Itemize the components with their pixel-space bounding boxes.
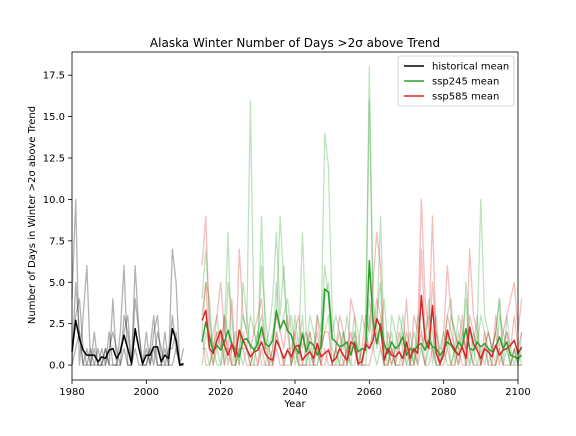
ensemble-member-lines (71, 66, 523, 366)
y-tick-label: 7.5 (49, 236, 65, 247)
member-line-ssp585 (201, 248, 523, 366)
y-tick-label: 15.0 (43, 112, 65, 123)
ssp585-mean-line (201, 294, 523, 365)
x-axis-label: Year (283, 399, 306, 410)
y-tick-label: 12.5 (43, 154, 65, 165)
ensemble-mean-lines (71, 259, 523, 366)
historical-mean-line (71, 319, 184, 366)
y-tick-label: 10.0 (43, 195, 65, 206)
member-line-ssp585 (201, 331, 522, 366)
member-line-ssp245 (201, 215, 523, 366)
legend-label: historical mean (432, 62, 509, 73)
y-tick-label: 0.0 (49, 361, 65, 372)
y-tick-label: 17.5 (43, 71, 65, 82)
chart-title: Alaska Winter Number of Days >2σ above T… (150, 36, 440, 50)
member-line-historical (71, 298, 184, 366)
x-tick-label: 2000 (134, 387, 159, 398)
member-line-historical (71, 314, 184, 366)
y-tick-label: 2.5 (49, 319, 65, 330)
member-line-historical (71, 198, 185, 366)
legend: historical mean ssp245 mean ssp585 mean (397, 55, 515, 107)
x-tick-label: 2080 (431, 387, 456, 398)
x-tick-label: 1980 (59, 387, 84, 398)
member-line-ssp245 (202, 314, 522, 366)
legend-label: ssp245 mean (432, 77, 499, 88)
x-tick-label: 2040 (282, 387, 307, 398)
legend-box (397, 55, 515, 107)
member-line-historical (71, 281, 184, 366)
y-tick-label: 5.0 (49, 278, 65, 289)
x-tick-label: 2100 (505, 387, 530, 398)
y-axis-label: Number of Days in Winter >2σ above Trend (27, 106, 38, 324)
plot-area (71, 66, 523, 366)
y-axis-ticks: 0.0 2.5 5.0 7.5 10.0 12.5 15.0 17.5 (43, 71, 72, 372)
legend-label: ssp585 mean (432, 92, 499, 103)
x-tick-label: 2020 (208, 387, 233, 398)
x-tick-label: 2060 (357, 387, 382, 398)
x-axis-ticks: 1980 2000 2020 2040 2060 2080 2100 (59, 380, 531, 398)
